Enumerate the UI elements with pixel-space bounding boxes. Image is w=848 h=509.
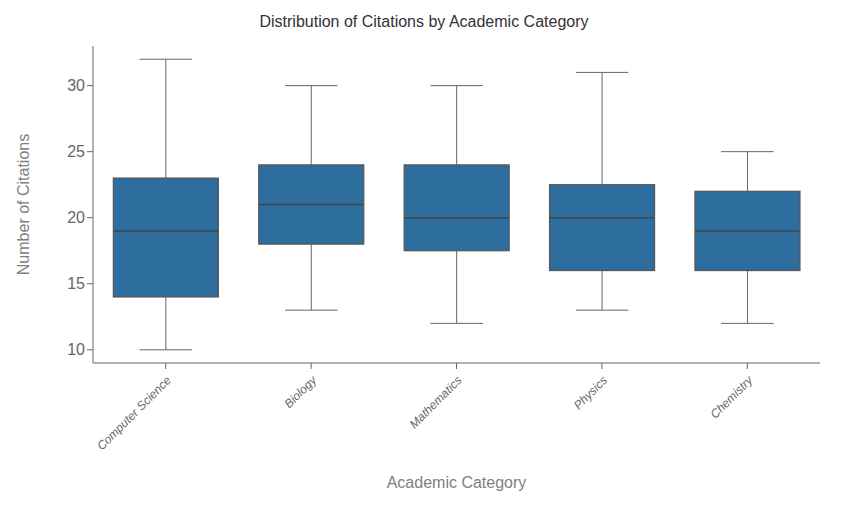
svg-text:30: 30 xyxy=(67,77,85,94)
html-text:Distribution of Citations by A: Distribution of Citations by Academic Ca… xyxy=(259,13,589,30)
svg-text:Biology: Biology xyxy=(282,373,320,411)
svg-text:15: 15 xyxy=(67,275,85,292)
svg-text:25: 25 xyxy=(67,143,85,160)
svg-text:Physics: Physics xyxy=(571,373,610,412)
svg-text:Mathematics: Mathematics xyxy=(407,373,465,431)
svg-text:20: 20 xyxy=(67,209,85,226)
svg-text:Computer Science: Computer Science xyxy=(94,373,174,453)
svg-text:Chemistry: Chemistry xyxy=(707,373,756,422)
svg-text:Academic Category: Academic Category xyxy=(387,474,527,491)
svg-text:Number of Citations: Number of Citations xyxy=(15,134,32,275)
svg-text:10: 10 xyxy=(67,341,85,358)
